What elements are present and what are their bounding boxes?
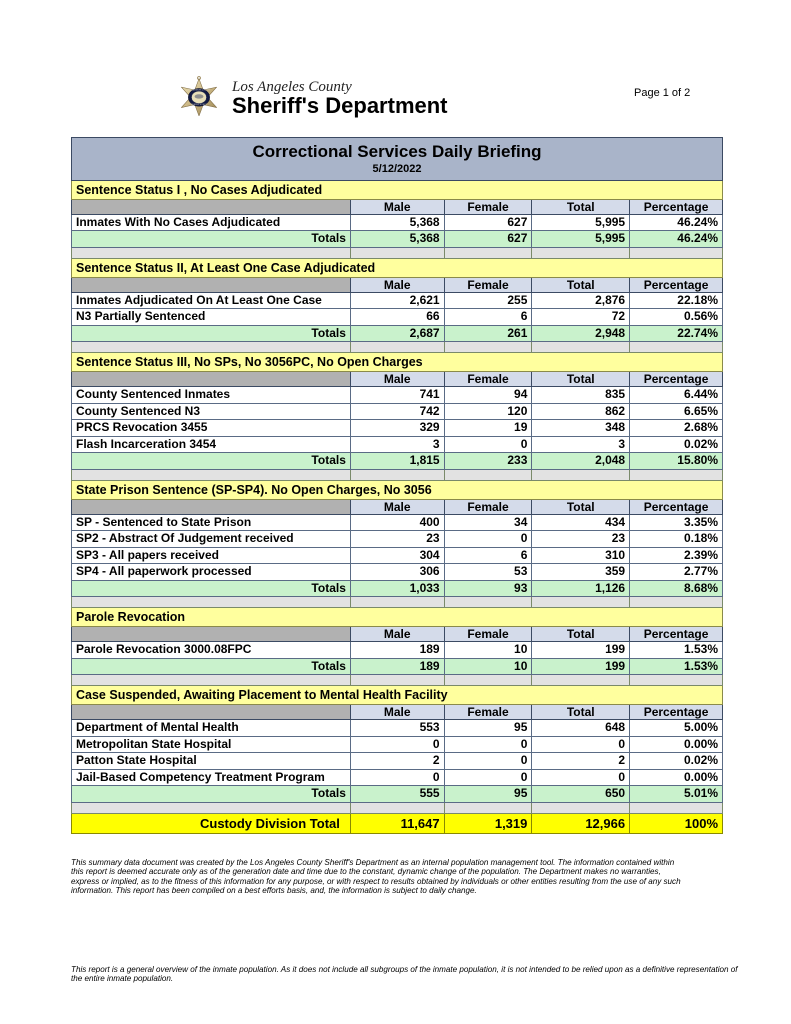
svg-text:SHERIFF'S DEPT: SHERIFF'S DEPT [191, 104, 207, 106]
